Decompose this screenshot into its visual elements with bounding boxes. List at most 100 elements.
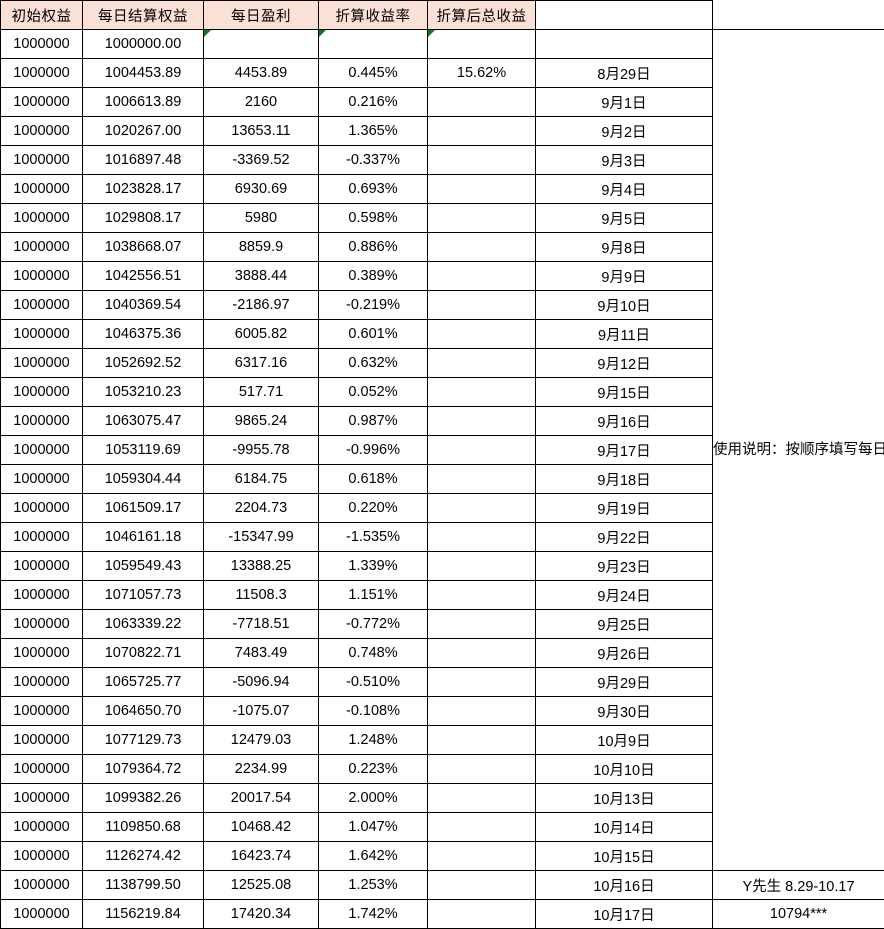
cell-date[interactable]: 10月14日 [535,812,713,842]
cell-converted-total-return[interactable] [427,29,536,59]
cell-daily-settled-equity[interactable]: 1020267.00 [82,116,204,146]
cell-converted-total-return[interactable] [427,232,536,262]
cell-daily-profit[interactable]: 4453.89 [203,58,319,88]
cell-converted-total-return[interactable] [427,203,536,233]
cell-converted-total-return[interactable] [427,87,536,117]
cell-converted-total-return[interactable] [427,899,536,929]
cell-date[interactable]: 10月17日 [535,899,713,929]
cell-daily-settled-equity[interactable]: 1071057.73 [82,580,204,610]
cell-initial-equity[interactable]: 1000000 [0,551,83,581]
cell-date[interactable]: 9月16日 [535,406,713,436]
cell-date[interactable]: 9月5日 [535,203,713,233]
cell-initial-equity[interactable]: 1000000 [0,145,83,175]
cell-daily-profit[interactable]: 6930.69 [203,174,319,204]
cell-initial-equity[interactable]: 1000000 [0,609,83,639]
cell-converted-total-return[interactable] [427,812,536,842]
cell-converted-return-rate[interactable]: 0.748% [318,638,428,668]
cell-daily-profit[interactable]: 3888.44 [203,261,319,291]
cell-converted-total-return[interactable] [427,551,536,581]
cell-initial-equity[interactable]: 1000000 [0,522,83,552]
cell-converted-total-return[interactable] [427,435,536,465]
cell-initial-equity[interactable]: 1000000 [0,29,83,59]
cell-converted-return-rate[interactable]: 0.216% [318,87,428,117]
cell-date[interactable]: 9月12日 [535,348,713,378]
cell-converted-total-return[interactable] [427,638,536,668]
cell-date[interactable]: 9月29日 [535,667,713,697]
cell-date[interactable]: 9月4日 [535,174,713,204]
cell-daily-profit[interactable]: 2234.99 [203,754,319,784]
cell-daily-settled-equity[interactable]: 1053119.69 [82,435,204,465]
cell-converted-return-rate[interactable]: 0.389% [318,261,428,291]
cell-converted-total-return[interactable] [427,725,536,755]
cell-daily-settled-equity[interactable]: 1156219.84 [82,899,204,929]
cell-converted-total-return[interactable] [427,174,536,204]
column-header-daily-profit[interactable]: 每日盈利 [203,0,319,30]
cell-daily-profit[interactable]: 12479.03 [203,725,319,755]
cell-converted-return-rate[interactable]: 0.632% [318,348,428,378]
cell-initial-equity[interactable]: 1000000 [0,87,83,117]
cell-date[interactable]: 9月9日 [535,261,713,291]
cell-daily-settled-equity[interactable]: 1038668.07 [82,232,204,262]
cell-converted-return-rate[interactable]: -0.510% [318,667,428,697]
cell-converted-total-return[interactable] [427,261,536,291]
cell-converted-total-return[interactable] [427,319,536,349]
cell-date[interactable]: 10月15日 [535,841,713,871]
cell-daily-settled-equity[interactable]: 1059304.44 [82,464,204,494]
cell-converted-return-rate[interactable]: -1.535% [318,522,428,552]
cell-daily-profit[interactable]: 517.71 [203,377,319,407]
cell-converted-return-rate[interactable]: 0.220% [318,493,428,523]
column-header-converted-total-return[interactable]: 折算后总收益 [427,0,536,30]
cell-converted-return-rate[interactable]: -0.337% [318,145,428,175]
cell-date[interactable]: 9月18日 [535,464,713,494]
cell-converted-total-return[interactable] [427,580,536,610]
cell-daily-settled-equity[interactable]: 1046161.18 [82,522,204,552]
cell-initial-equity[interactable]: 1000000 [0,435,83,465]
cell-daily-settled-equity[interactable]: 1000000.00 [82,29,204,59]
cell-converted-return-rate[interactable]: -0.772% [318,609,428,639]
cell-daily-profit[interactable]: 10468.42 [203,812,319,842]
cell-initial-equity[interactable]: 1000000 [0,464,83,494]
cell-initial-equity[interactable]: 1000000 [0,319,83,349]
column-header-date[interactable] [535,0,713,30]
cell-initial-equity[interactable]: 1000000 [0,290,83,320]
cell-daily-profit[interactable]: -2186.97 [203,290,319,320]
cell-date[interactable]: 9月25日 [535,609,713,639]
cell-initial-equity[interactable]: 1000000 [0,580,83,610]
cell-daily-profit[interactable]: 5980 [203,203,319,233]
cell-daily-settled-equity[interactable]: 1006613.89 [82,87,204,117]
cell-daily-settled-equity[interactable]: 1029808.17 [82,203,204,233]
cell-daily-profit[interactable]: -5096.94 [203,667,319,697]
cell-converted-total-return[interactable] [427,667,536,697]
column-header-converted-return-rate[interactable]: 折算收益率 [318,0,428,30]
cell-converted-return-rate[interactable]: 0.445% [318,58,428,88]
cell-daily-settled-equity[interactable]: 1063075.47 [82,406,204,436]
cell-daily-profit[interactable]: 13653.11 [203,116,319,146]
cell-daily-profit[interactable]: 16423.74 [203,841,319,871]
cell-daily-settled-equity[interactable]: 1064650.70 [82,696,204,726]
cell-daily-settled-equity[interactable]: 1061509.17 [82,493,204,523]
cell-daily-settled-equity[interactable]: 1053210.23 [82,377,204,407]
cell-date[interactable]: 9月30日 [535,696,713,726]
cell-converted-total-return[interactable] [427,870,536,900]
cell-daily-settled-equity[interactable]: 1079364.72 [82,754,204,784]
cell-daily-profit[interactable]: 13388.25 [203,551,319,581]
cell-converted-return-rate[interactable]: 0.223% [318,754,428,784]
cell-initial-equity[interactable]: 1000000 [0,58,83,88]
cell-daily-settled-equity[interactable]: 1070822.71 [82,638,204,668]
cell-converted-return-rate[interactable]: 1.248% [318,725,428,755]
cell-date[interactable]: 9月3日 [535,145,713,175]
cell-daily-settled-equity[interactable]: 1004453.89 [82,58,204,88]
cell-daily-profit[interactable]: -9955.78 [203,435,319,465]
cell-daily-settled-equity[interactable]: 1042556.51 [82,261,204,291]
cell-converted-return-rate[interactable]: 0.601% [318,319,428,349]
cell-daily-settled-equity[interactable]: 1126274.42 [82,841,204,871]
cell-date[interactable]: 9月1日 [535,87,713,117]
cell-daily-profit[interactable]: 17420.34 [203,899,319,929]
cell-converted-total-return[interactable] [427,754,536,784]
cell-date[interactable] [535,29,713,59]
cell-daily-settled-equity[interactable]: 1059549.43 [82,551,204,581]
cell-initial-equity[interactable]: 1000000 [0,348,83,378]
cell-date[interactable]: 10月13日 [535,783,713,813]
cell-converted-return-rate[interactable]: 1.253% [318,870,428,900]
cell-initial-equity[interactable]: 1000000 [0,261,83,291]
